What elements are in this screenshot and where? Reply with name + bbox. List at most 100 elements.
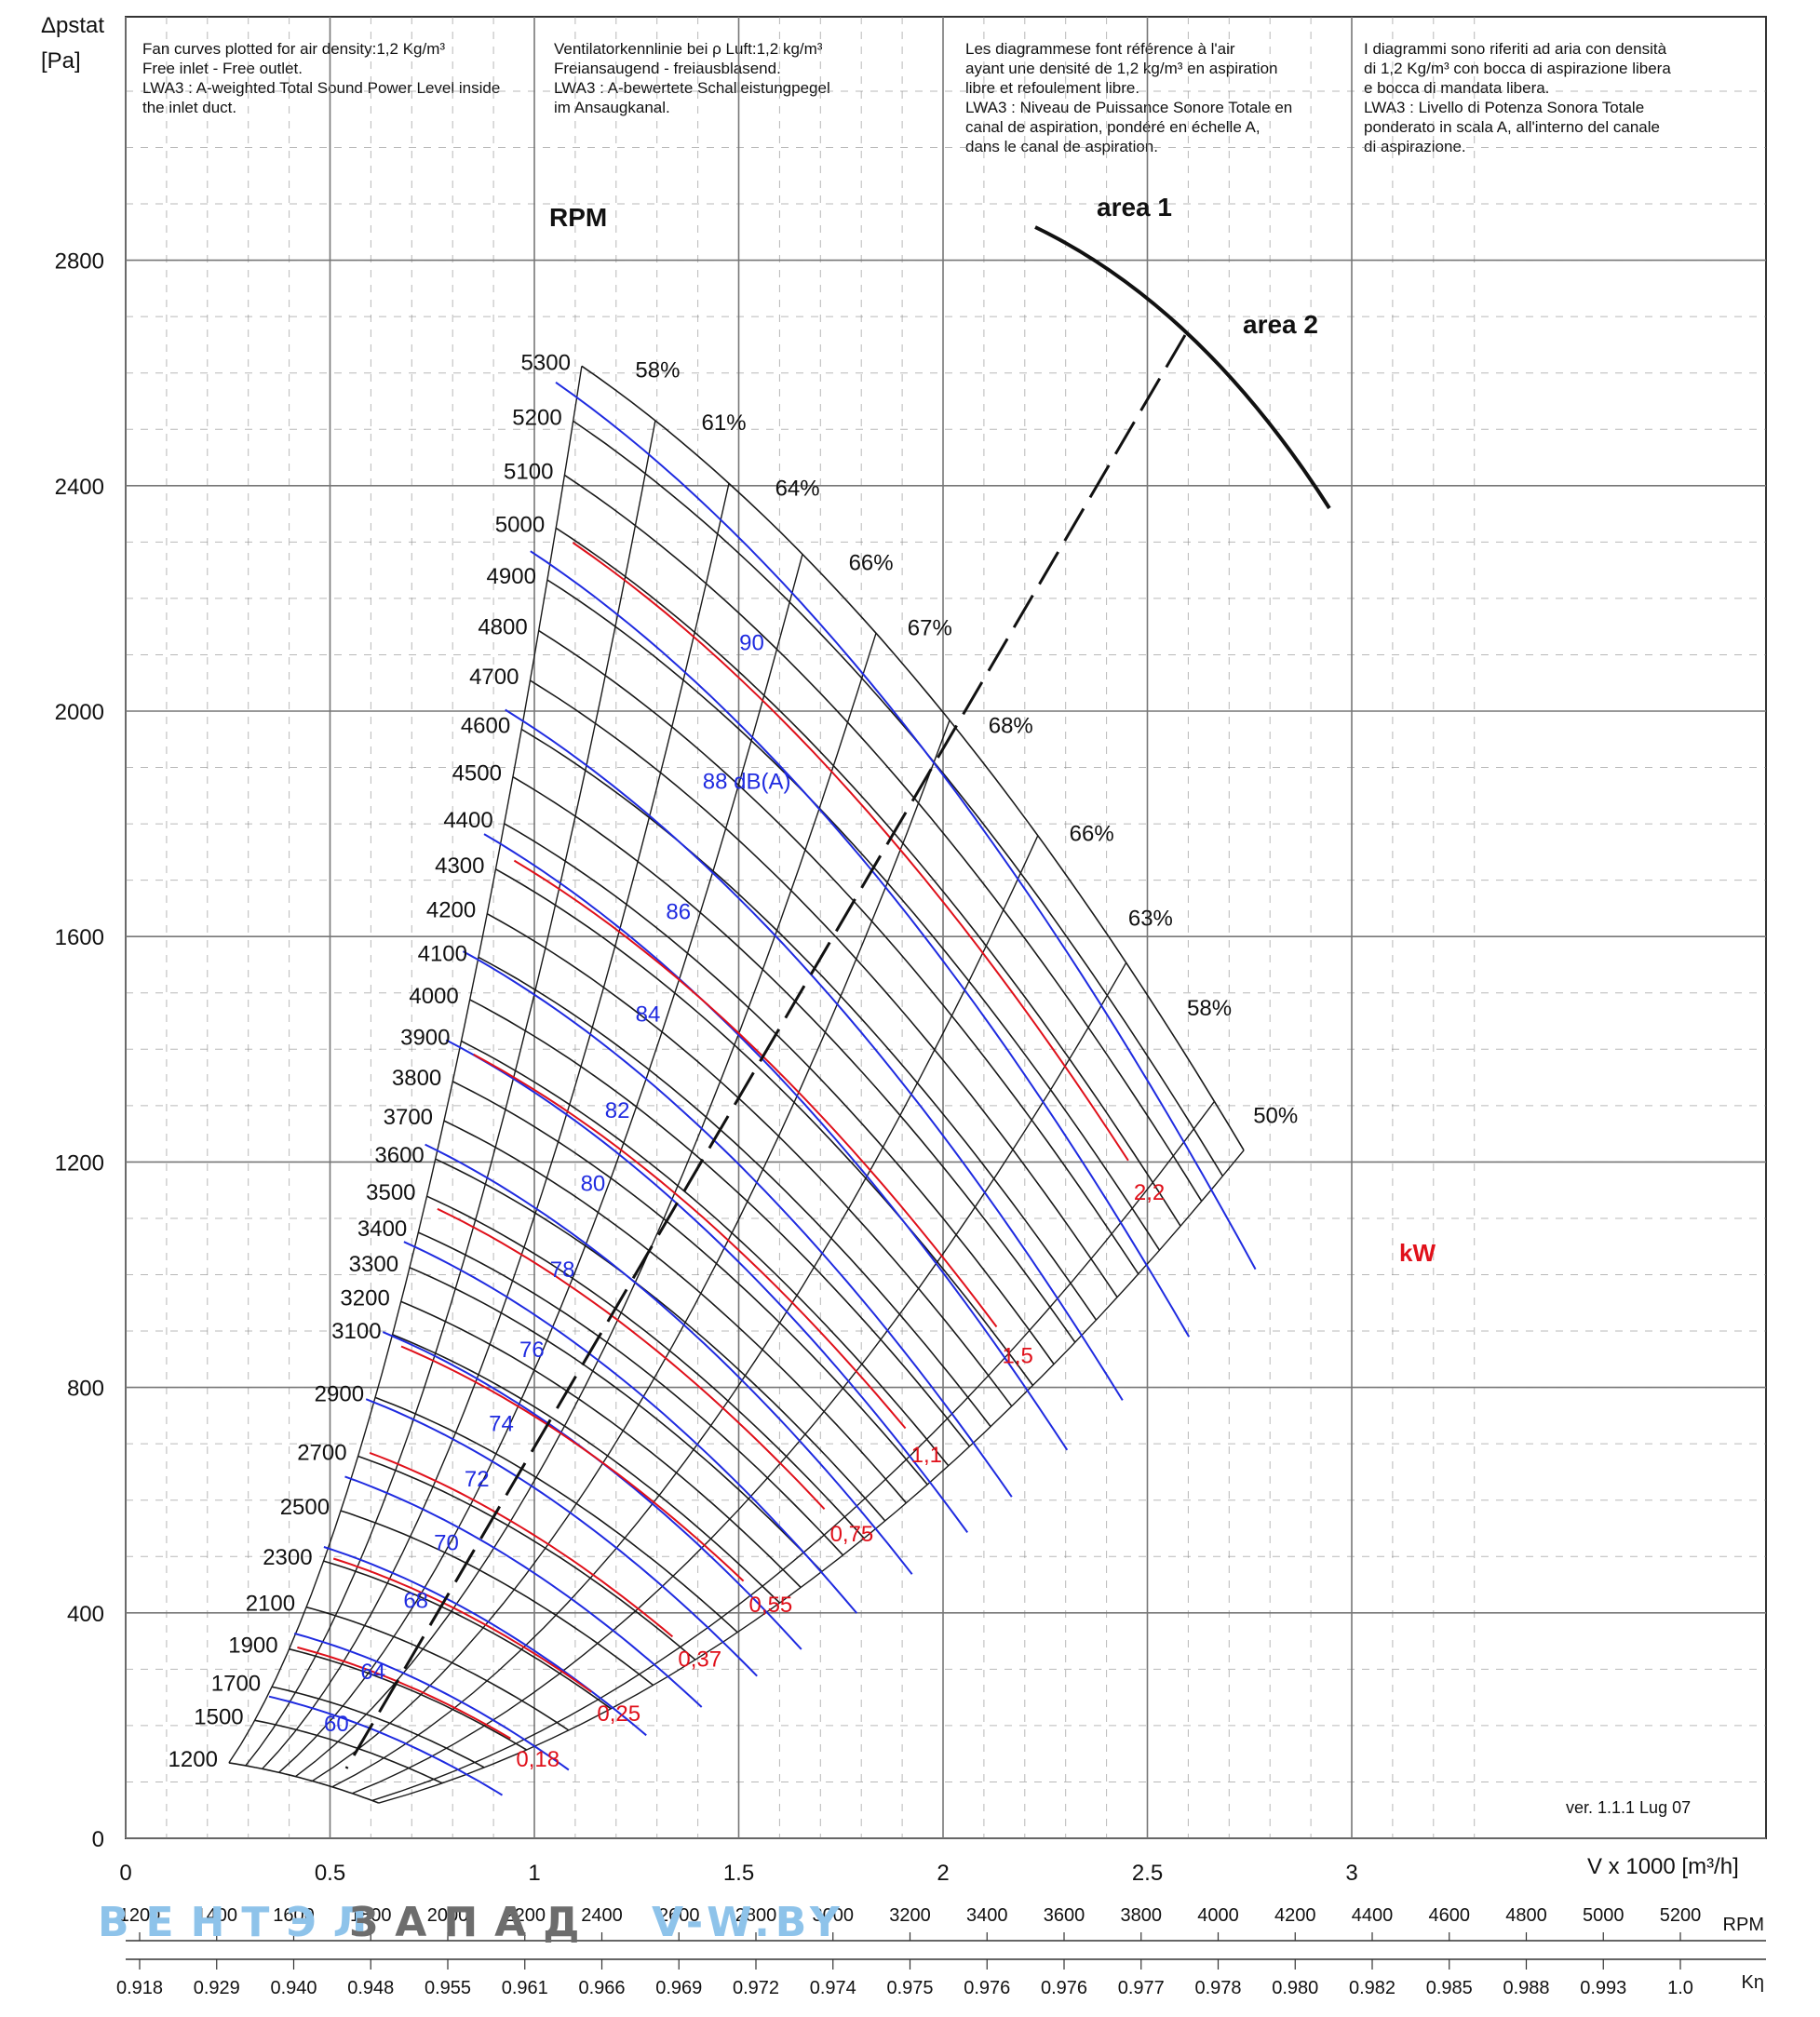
rpm-label: 1500 [194,1704,243,1729]
note-italian: I diagrammi sono riferiti ad aria con de… [1364,40,1671,155]
efficiency-ray [378,1150,1245,1804]
rpm-curve [478,956,991,1428]
rpm-curve [530,679,1118,1298]
y-tick-label: 400 [67,1602,104,1627]
power-label: 2,2 [1134,1180,1165,1205]
rpm-curve [228,1762,380,1804]
bottom-k-value: 0.978 [1194,1978,1241,1998]
bottom-rpm-value: 3600 [1044,1905,1085,1926]
watermark-part1: ВЕНТЭЛ [98,1899,384,1946]
sound-level-label: 86 [666,900,691,925]
note-french: Les diagrammese font référence à l'air a… [965,40,1293,155]
sound-level-label: 64 [360,1660,385,1685]
rpm-curve [563,474,1203,1203]
rpm-label: 5300 [521,350,571,375]
rpm-curve [581,365,1245,1151]
sound-level-label: 60 [324,1712,349,1737]
rpm-label: 3300 [349,1252,398,1277]
area-1-label: area 1 [1097,193,1172,222]
rpm-curve [573,420,1224,1177]
rpm-curve [409,1267,823,1572]
rpm-label: 4400 [443,808,492,833]
efficiency-label: 61% [702,410,747,436]
rpm-curve [538,629,1139,1275]
x-tick-label: 3 [1345,1861,1357,1886]
sound-level-label: 70 [434,1530,459,1555]
rpm-curve [323,1560,612,1710]
power-label: 0,37 [678,1647,721,1673]
sound-level-curve [555,381,1257,1271]
rpm-label: 4500 [452,761,502,787]
rpm-curve [512,776,1076,1343]
power-curve [473,1054,907,1430]
rpm-label: 3800 [392,1066,441,1091]
rpm-curve [495,868,1034,1386]
power-label: 0,18 [516,1747,559,1772]
area-2-label: area 2 [1243,310,1318,339]
rpm-curve [340,1510,654,1687]
bottom-rpm-value: 3000 [813,1905,855,1926]
rpm-label: 2900 [315,1381,364,1406]
power-curve [332,1557,592,1693]
efficiency-ray [331,835,1039,1788]
rpm-curve [546,579,1161,1251]
bottom-k-value: 0.929 [194,1978,240,1998]
bottom-rpm-value: 1600 [273,1905,315,1926]
y-tick-label: 0 [92,1827,104,1852]
efficiency-ray [262,483,730,1769]
bottom-rpm-value: 2600 [658,1905,700,1926]
y-tick-label: 2400 [55,475,104,500]
watermark-part3: v-w.by [652,1899,845,1946]
y-tick-label: 800 [67,1377,104,1402]
sound-level-curve [293,1632,570,1771]
rpm-label: 4600 [461,713,510,738]
x-tick-label: 1.5 [723,1861,754,1886]
bottom-rpm-value: 4600 [1429,1905,1471,1926]
sound-level-curve [403,1241,858,1614]
rpm-curve [520,728,1098,1321]
sound-level-label: 68 [403,1589,428,1614]
rpm-curve [254,1719,443,1784]
sound-level-curve [344,1475,703,1708]
y-tick-label: 1600 [55,925,104,950]
rpm-label: 1900 [228,1634,277,1659]
efficiency-label: 50% [1253,1104,1298,1129]
bottom-k-value: 0.961 [502,1978,548,1998]
bottom-k-value: 0.975 [886,1978,933,1998]
rpm-curve [504,823,1055,1365]
bottom-rpm-value: 5000 [1583,1905,1625,1926]
rpm-curve [400,1300,802,1589]
bottom-k-value: 0.993 [1580,1978,1626,1998]
rpm-label: 2700 [297,1441,346,1466]
labels: 0 0.5 1 1.5 2 2.5 3 0 400 800 1200 1600 2000 2400 2800… [55,193,1436,1886]
rpm-label: 3400 [357,1217,407,1242]
rpm-curve [443,1120,908,1504]
bottom-k-value: 0.966 [578,1978,625,1998]
bottom-k-value: 0.976 [1041,1978,1087,1998]
bottom-k-value: 0.976 [964,1978,1010,1998]
y-axis-title-line2: [Pa] [41,48,81,74]
rpm-label: 5100 [504,459,553,484]
rpm-curve [289,1647,528,1751]
bottom-rpm-value: 4000 [1197,1905,1239,1926]
x-tick-label: 2 [937,1861,949,1886]
efficiency-label: 66% [849,550,894,575]
bottom-k-value: 0.982 [1349,1978,1395,1998]
sound-level-label: 78 [550,1257,575,1283]
bottom-rpm-value: 4800 [1505,1905,1547,1926]
rpm-curve [435,1158,886,1522]
bottom-k-value: 0.985 [1426,1978,1473,1998]
bottom-rpm-label: RPM [1723,1915,1764,1935]
power-label: 1,5 [1003,1343,1033,1368]
sound-level-label: 90 [739,630,764,655]
x-tick-label: 1 [528,1861,540,1886]
rpm-label: 2100 [246,1592,295,1617]
rpm-curve [357,1455,696,1661]
power-label: 0,25 [597,1701,640,1727]
sound-level-curve [425,1143,913,1575]
bottom-rpm-value: 2200 [505,1905,546,1926]
version-label: ver. 1.1.1 Lug 07 [1566,1798,1692,1817]
efficiency-ray [245,420,656,1767]
rpm-label: 3100 [331,1319,381,1344]
